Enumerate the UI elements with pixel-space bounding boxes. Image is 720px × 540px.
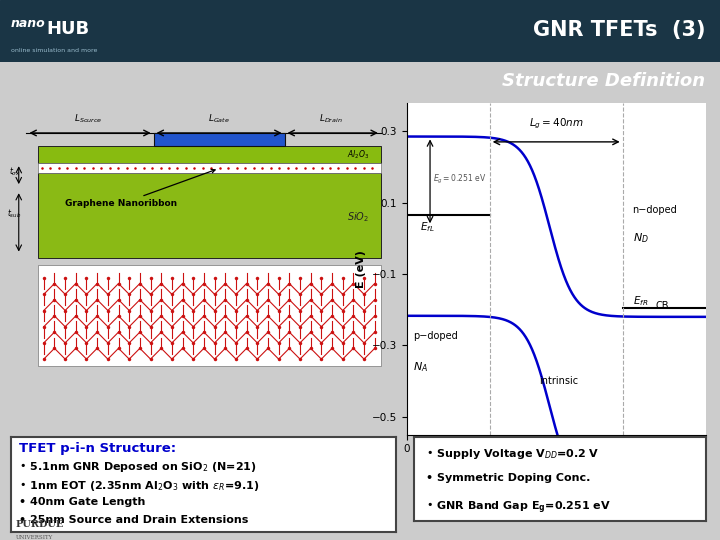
Text: UNIVERSITY: UNIVERSITY xyxy=(16,535,53,540)
Text: n−doped: n−doped xyxy=(633,205,678,215)
Text: $Al_2O_3$: $Al_2O_3$ xyxy=(347,148,369,161)
Bar xyxy=(38,146,381,163)
Bar xyxy=(38,173,381,258)
Text: $L_g=40nm$: $L_g=40nm$ xyxy=(529,117,583,131)
Text: • GNR Band Gap $\mathbf{E_g}$=0.251 eV: • GNR Band Gap $\mathbf{E_g}$=0.251 eV xyxy=(426,500,611,516)
Text: online simulation and more: online simulation and more xyxy=(11,49,97,53)
Text: intrinsic: intrinsic xyxy=(539,376,579,386)
Text: $E_g=0.251$ eV: $E_g=0.251$ eV xyxy=(433,173,487,186)
Text: $L_{Drain}$: $L_{Drain}$ xyxy=(319,112,343,125)
Text: $N_D$: $N_D$ xyxy=(633,232,649,245)
Text: • 25nm Source and Drain Extensions: • 25nm Source and Drain Extensions xyxy=(19,515,248,525)
Text: • Supply Voltage V$_{DD}$=0.2 V: • Supply Voltage V$_{DD}$=0.2 V xyxy=(426,448,599,462)
Bar xyxy=(38,265,381,366)
Text: $SiO_2$: $SiO_2$ xyxy=(347,211,369,224)
Text: • 1nm EOT (2.35nm Al$_2$O$_3$ with $\varepsilon_R$=9.1): • 1nm EOT (2.35nm Al$_2$O$_3$ with $\var… xyxy=(19,478,259,492)
Text: • 40nm Gate Length: • 40nm Gate Length xyxy=(19,497,145,507)
Text: • Symmetric Doping Conc.: • Symmetric Doping Conc. xyxy=(426,474,590,483)
Text: CB: CB xyxy=(656,301,670,311)
Bar xyxy=(38,163,381,173)
Text: p−doped: p−doped xyxy=(413,331,458,341)
Text: $E_{fL}$: $E_{fL}$ xyxy=(420,221,435,234)
Text: PURDUE: PURDUE xyxy=(16,521,64,529)
Text: $t_{sub}$: $t_{sub}$ xyxy=(7,208,22,220)
Text: HUB: HUB xyxy=(47,20,90,38)
Text: nano: nano xyxy=(11,17,45,30)
Text: $L_{Source}$: $L_{Source}$ xyxy=(74,112,102,125)
Text: VB: VB xyxy=(656,481,669,490)
Text: Structure Definition: Structure Definition xyxy=(503,72,706,90)
Bar xyxy=(153,133,284,146)
Text: $t_{ox}$: $t_{ox}$ xyxy=(9,165,21,178)
Text: TFET p-i-n Structure:: TFET p-i-n Structure: xyxy=(19,442,176,455)
Text: $N_A$: $N_A$ xyxy=(413,360,428,374)
Text: GNR TFETs  (3): GNR TFETs (3) xyxy=(533,20,706,40)
Text: $L_{Gate}$: $L_{Gate}$ xyxy=(208,112,230,125)
Y-axis label: E (eV): E (eV) xyxy=(356,249,366,288)
X-axis label: x (nm): x (nm) xyxy=(536,460,577,470)
Text: $E_{fR}$: $E_{fR}$ xyxy=(633,294,648,308)
Text: • 5.1nm GNR Deposed on SiO$_2$ (N=21): • 5.1nm GNR Deposed on SiO$_2$ (N=21) xyxy=(19,460,256,474)
Text: Graphene Nanoribbon: Graphene Nanoribbon xyxy=(65,170,215,208)
